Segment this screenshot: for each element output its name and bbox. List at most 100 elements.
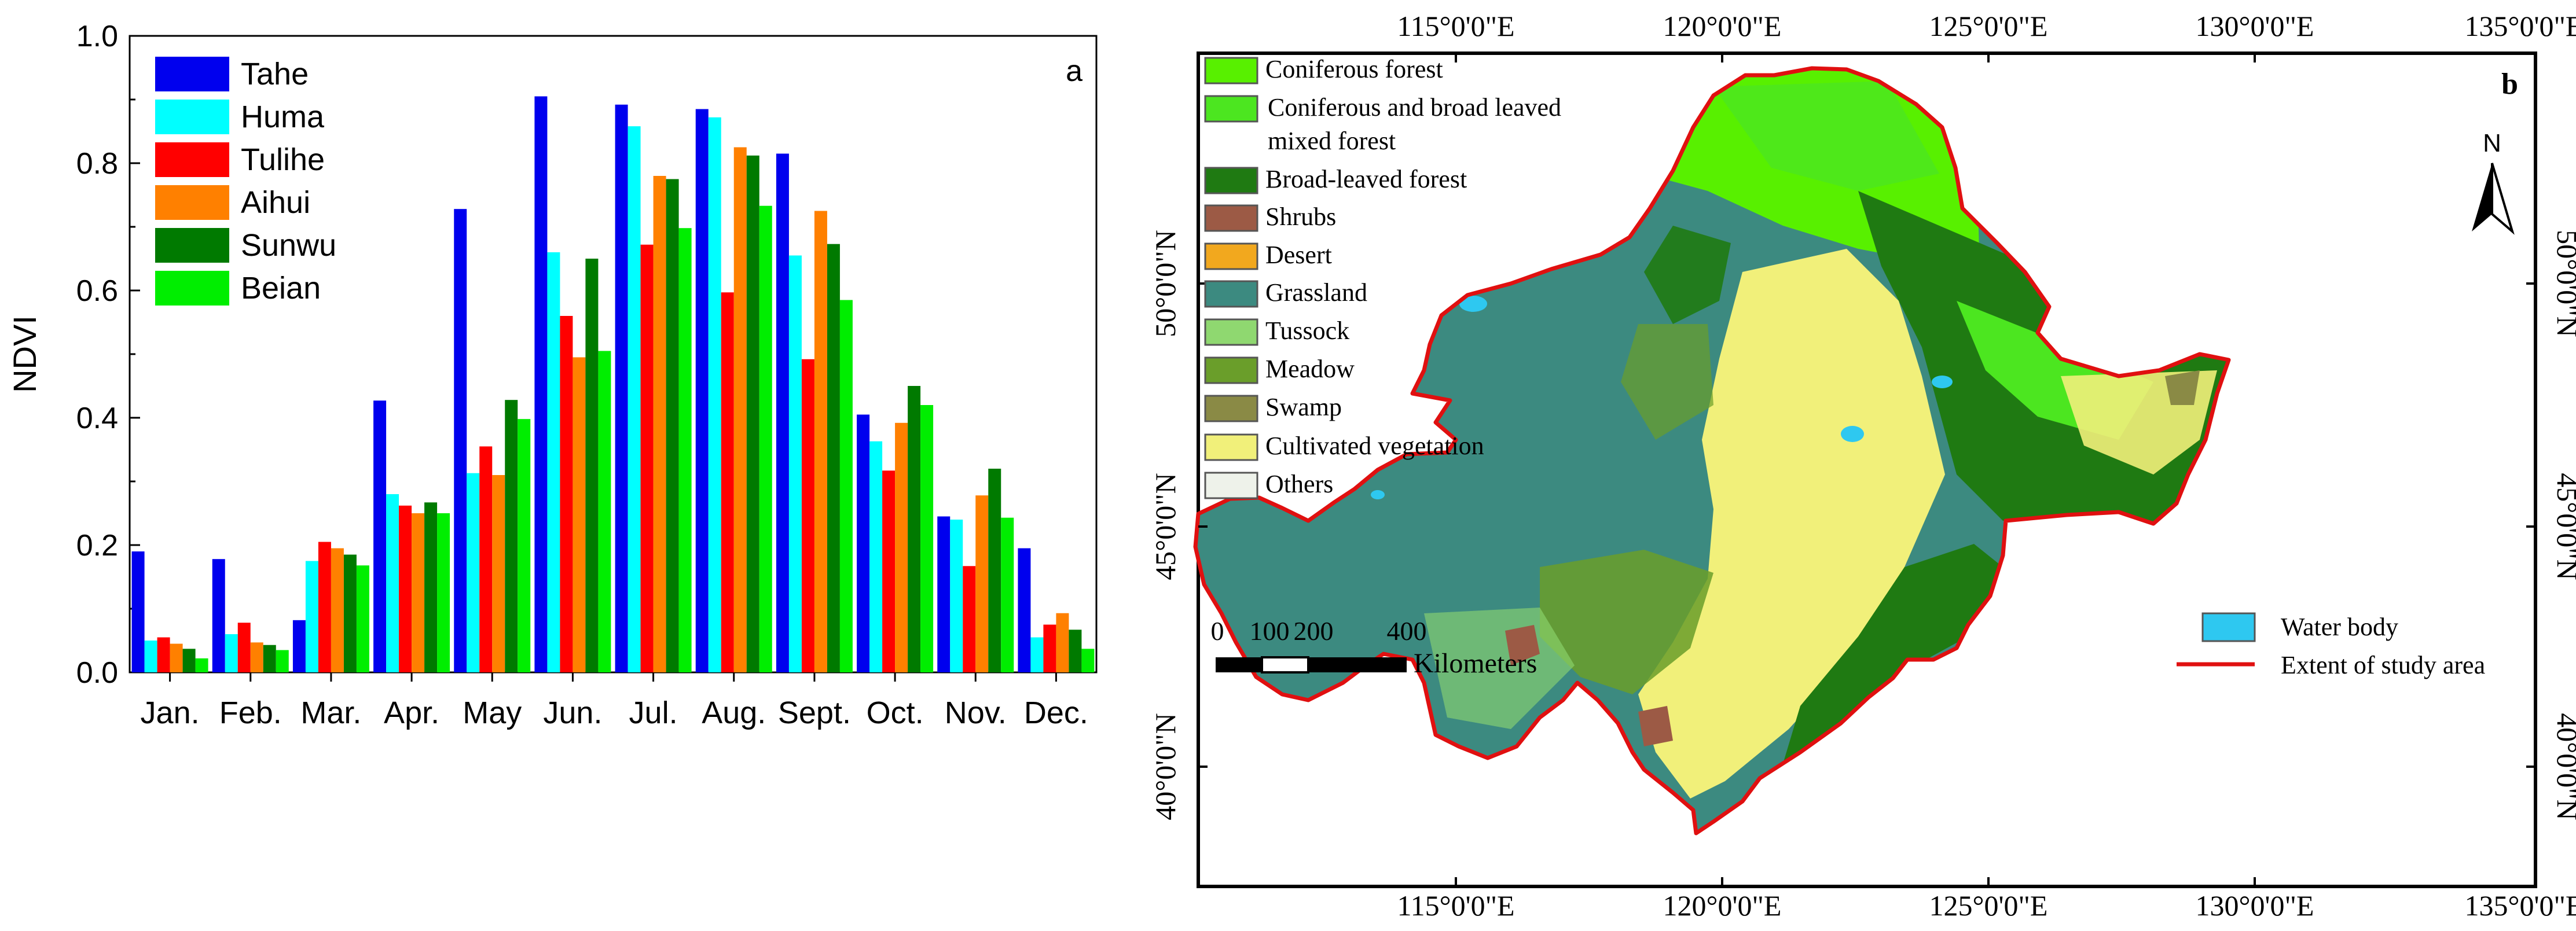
study-area-boundary bbox=[1193, 66, 2231, 836]
legend-swatch bbox=[1204, 395, 1258, 422]
bar-huma-9 bbox=[869, 441, 883, 672]
graticule-ticks bbox=[1198, 53, 2535, 886]
legend-label: Others bbox=[1265, 470, 1333, 498]
bar-tulihe-1 bbox=[237, 623, 251, 672]
legend-label: Aihui bbox=[241, 185, 310, 220]
bar-tahe-9 bbox=[857, 414, 870, 672]
bar-tulihe-4 bbox=[479, 446, 493, 672]
bar-tahe-6 bbox=[615, 104, 628, 673]
bar-tahe-5 bbox=[534, 96, 548, 672]
lon-label: 130°0'0"E bbox=[2196, 889, 2314, 922]
bar-sunwu-9 bbox=[908, 386, 921, 672]
bar-tahe-8 bbox=[776, 153, 789, 672]
secondary-legend: Water body Extent of study area bbox=[2177, 612, 2485, 679]
legend-label: Swamp bbox=[1265, 393, 1342, 421]
lon-label: 115°0'0"E bbox=[1397, 10, 1514, 42]
bar-sunwu-6 bbox=[666, 179, 679, 672]
bar-tulihe-11 bbox=[1043, 624, 1056, 672]
panel-label-a: a bbox=[1066, 54, 1082, 88]
bar-beian-4 bbox=[518, 419, 531, 672]
lon-label: 120°0'0"E bbox=[1663, 10, 1782, 42]
legend-label: Coniferous forest bbox=[1265, 55, 1443, 83]
legend-label: Broad-leaved forest bbox=[1265, 165, 1467, 193]
latitude-labels-right: 50°0'0"N 45°0'0"N 40°0'0"N bbox=[2551, 230, 2576, 820]
bar-sunwu-8 bbox=[827, 244, 840, 672]
legend-swatch bbox=[1204, 356, 1258, 384]
north-arrow-icon-outline bbox=[2491, 163, 2515, 235]
x-tick-label: Jan. bbox=[141, 696, 200, 730]
legend-label: Meadow bbox=[1265, 355, 1355, 383]
north-arrow: N bbox=[2472, 129, 2515, 235]
bar-beian-1 bbox=[276, 650, 289, 672]
bar-aihui-9 bbox=[895, 422, 908, 672]
lon-label: 125°0'0"E bbox=[1929, 10, 2048, 42]
bar-sunwu-3 bbox=[424, 502, 438, 672]
bar-huma-10 bbox=[950, 520, 963, 672]
study-extent-label: Extent of study area bbox=[2281, 651, 2485, 679]
lat-label: 50°0'0"N bbox=[2551, 230, 2576, 337]
scale-segment bbox=[1216, 657, 1239, 672]
bar-tulihe-2 bbox=[318, 542, 331, 672]
bar-tulihe-9 bbox=[882, 470, 896, 672]
bar-beian-5 bbox=[598, 351, 611, 672]
y-axis-label: NDVI bbox=[6, 315, 43, 393]
bar-beian-11 bbox=[1081, 649, 1095, 672]
bar-group bbox=[131, 96, 1095, 673]
legend-label: Beian bbox=[241, 271, 321, 306]
lon-label: 135°0'0"E bbox=[2465, 889, 2576, 922]
water-body-swatch bbox=[2201, 612, 2256, 642]
lat-label: 45°0'0"N bbox=[2551, 473, 2576, 580]
legend-label: Grassland bbox=[1265, 278, 1367, 307]
x-tick-label: Sept. bbox=[778, 696, 851, 730]
bar-tahe-1 bbox=[212, 559, 225, 672]
legend-label: mixed forest bbox=[1268, 127, 1396, 155]
legend-label: Cultivated vegetation bbox=[1265, 432, 1484, 460]
bar-huma-6 bbox=[628, 126, 641, 672]
ndvi-bar-chart: 0.0 0.2 0.4 0.6 0.8 1.0 Jan. Feb. Mar. Apr. May Ju… bbox=[6, 20, 1098, 730]
longitude-labels-top: 115°0'0"E 120°0'0"E 125°0'0"E 130°0'0"E … bbox=[1397, 10, 2576, 42]
bar-beian-3 bbox=[437, 513, 450, 672]
bar-sunwu-2 bbox=[343, 554, 357, 672]
legend-label: Huma bbox=[241, 100, 325, 134]
y-axis-ticks: 0.0 0.2 0.4 0.6 0.8 1.0 bbox=[76, 20, 140, 690]
legend-swatch bbox=[155, 271, 229, 306]
legend-label: Tussock bbox=[1265, 317, 1349, 345]
legend-swatch bbox=[155, 228, 229, 263]
legend-swatch bbox=[1204, 204, 1258, 232]
legend-swatch bbox=[1204, 95, 1258, 123]
bar-aihui-3 bbox=[412, 513, 425, 672]
x-tick-label: Oct. bbox=[867, 696, 924, 730]
legend-label: Sunwu bbox=[241, 228, 336, 263]
legend-swatch bbox=[155, 142, 229, 177]
x-axis-ticks: Jan. Feb. Mar. Apr. May Jun. Jul. Aug. Sept. Oct.… bbox=[141, 672, 1088, 730]
bar-sunwu-5 bbox=[585, 259, 599, 672]
legend-swatch bbox=[155, 100, 229, 134]
bar-aihui-11 bbox=[1056, 613, 1069, 672]
x-tick-label: Jul. bbox=[629, 696, 678, 730]
bar-aihui-5 bbox=[573, 357, 586, 672]
panel-label-b: b bbox=[2501, 68, 2518, 101]
bar-tahe-3 bbox=[373, 400, 387, 672]
north-arrow-label: N bbox=[2483, 129, 2501, 157]
legend-swatch bbox=[1204, 318, 1258, 346]
legend-label: Tahe bbox=[241, 57, 309, 91]
bar-huma-1 bbox=[225, 634, 238, 672]
lat-label: 50°0'0"N bbox=[1149, 230, 1181, 337]
legend-label: Desert bbox=[1265, 241, 1332, 269]
bar-huma-5 bbox=[547, 252, 560, 672]
scale-tick-label: 400 bbox=[1387, 616, 1427, 646]
scale-tick-label: 100 bbox=[1250, 616, 1290, 646]
x-tick-label: Dec. bbox=[1024, 696, 1088, 730]
legend-label: Shrubs bbox=[1265, 203, 1336, 231]
water-body-label: Water body bbox=[2281, 613, 2398, 641]
bar-huma-2 bbox=[305, 561, 318, 672]
bar-sunwu-1 bbox=[263, 645, 276, 672]
bar-beian-9 bbox=[920, 405, 934, 672]
y-tick-label: 1.0 bbox=[76, 20, 118, 53]
land-cover-map: 115°0'0"E 120°0'0"E 125°0'0"E 130°0'0"E … bbox=[1149, 10, 2576, 922]
north-arrow-icon bbox=[2472, 163, 2492, 231]
bar-aihui-10 bbox=[975, 495, 989, 672]
y-tick-label: 0.4 bbox=[76, 402, 118, 435]
chart-legend: Tahe Huma Tulihe Aihui Sunwu Beian bbox=[155, 57, 336, 306]
bar-beian-8 bbox=[839, 300, 853, 672]
